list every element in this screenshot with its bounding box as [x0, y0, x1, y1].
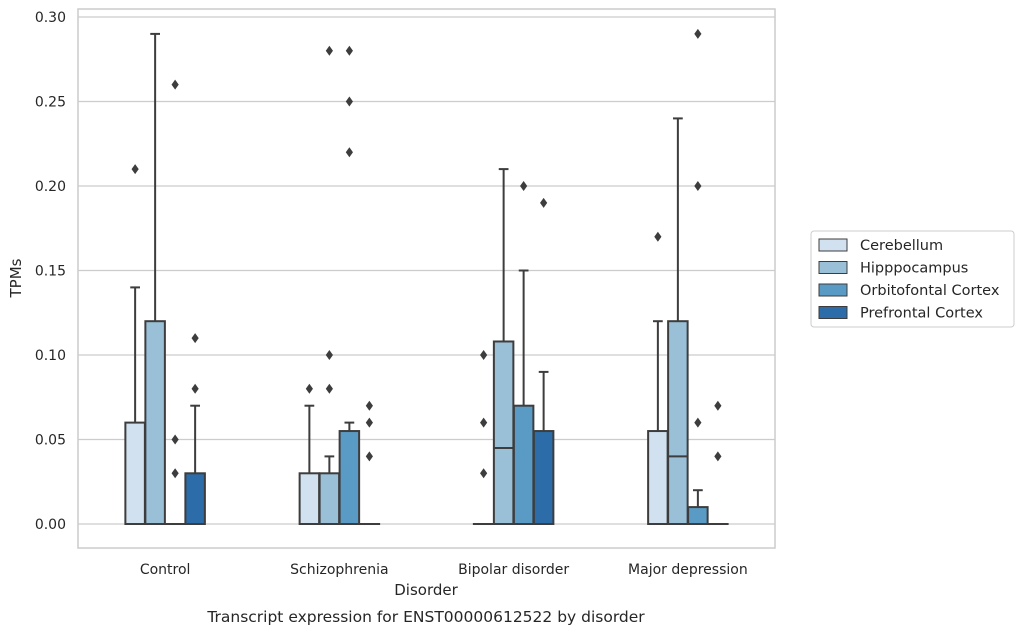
plot-frame	[77, 8, 776, 549]
outlier-point	[480, 468, 488, 479]
box-group	[707, 400, 729, 526]
outlier-point	[694, 181, 702, 191]
box-group	[512, 181, 535, 526]
x-tick-label: Major depression	[628, 562, 748, 578]
box-group	[318, 45, 341, 525]
x-axis-title: Disorder	[394, 581, 458, 599]
box-body	[318, 472, 341, 525]
outlier-point	[171, 434, 179, 445]
outlier-point	[325, 383, 333, 394]
box-group	[124, 164, 146, 526]
y-tick-label: 0.15	[35, 264, 66, 280]
outlier-point	[520, 181, 528, 191]
box-group	[358, 400, 381, 526]
legend-label: Hipppocampus	[860, 261, 968, 277]
box-group	[338, 45, 361, 525]
outlier-point	[191, 333, 199, 344]
box-group	[184, 333, 206, 525]
box-body	[512, 404, 535, 526]
box-body	[532, 430, 555, 525]
y-tick-label: 0.20	[35, 179, 66, 195]
y-tick-label: 0.10	[35, 348, 66, 364]
outlier-point	[325, 45, 333, 56]
legend-swatch	[818, 238, 848, 252]
outlier-point	[714, 400, 722, 411]
outlier-point	[305, 383, 313, 394]
box-group	[532, 197, 555, 525]
y-tick-label: 0.05	[35, 433, 66, 449]
box-body	[667, 320, 689, 526]
legend-label: Cerebellum	[860, 238, 943, 254]
outlier-point	[694, 417, 702, 428]
x-tick-label: Control	[140, 562, 191, 578]
y-tick-label: 0.25	[35, 95, 66, 111]
legend-swatch	[818, 283, 848, 297]
box-series	[124, 28, 729, 526]
y-axis-ticks: 0.00 0.05 0.10 0.15 0.20 0.25 0.30	[35, 10, 66, 533]
box-group	[144, 32, 166, 526]
box-body	[124, 421, 146, 526]
y-tick-label: 0.30	[35, 10, 66, 26]
outlier-point	[540, 197, 548, 208]
box-group	[667, 117, 689, 526]
outlier-point	[325, 350, 333, 360]
outlier-point	[480, 417, 488, 428]
box-body	[687, 506, 709, 526]
legend-swatch	[818, 261, 848, 274]
outlier-point	[171, 468, 179, 479]
outlier-point	[480, 350, 488, 360]
legend-label: Prefrontal Cortex	[860, 306, 983, 322]
outlier-point	[345, 45, 353, 56]
outlier-point	[345, 147, 353, 158]
chart-caption: Transcript expression for ENST0000061252…	[206, 608, 645, 626]
box-body	[647, 430, 669, 525]
outlier-point	[654, 231, 662, 242]
y-tick-label: 0.00	[35, 517, 66, 533]
box-body	[144, 320, 166, 526]
x-tick-label: Bipolar disorder	[458, 562, 569, 578]
outlier-point	[191, 383, 199, 394]
y-axis-title: TPMs	[7, 258, 25, 298]
outlier-point	[365, 451, 373, 462]
box-group	[164, 79, 186, 526]
outlier-point	[714, 451, 722, 462]
box-group	[687, 28, 709, 526]
outlier-point	[131, 164, 139, 175]
x-axis-ticks: Control Schizophrenia Bipolar disorder Majo…	[140, 562, 748, 578]
box-body	[492, 340, 515, 526]
outlier-point	[365, 417, 373, 428]
outlier-point	[694, 28, 702, 39]
box-body	[298, 472, 321, 525]
outlier-point	[365, 400, 373, 411]
outlier-point	[345, 96, 353, 107]
x-tick-label: Schizophrenia	[290, 562, 388, 578]
legend-frame	[810, 230, 1015, 328]
box-body	[338, 430, 361, 525]
box-body	[184, 472, 206, 525]
outlier-point	[171, 79, 179, 90]
legend-swatch	[818, 306, 848, 319]
legend: Cerebellum Hipppocampus Orbitofontal Corte…	[810, 230, 1015, 328]
legend-label: Orbitofontal Cortex	[860, 283, 1000, 299]
